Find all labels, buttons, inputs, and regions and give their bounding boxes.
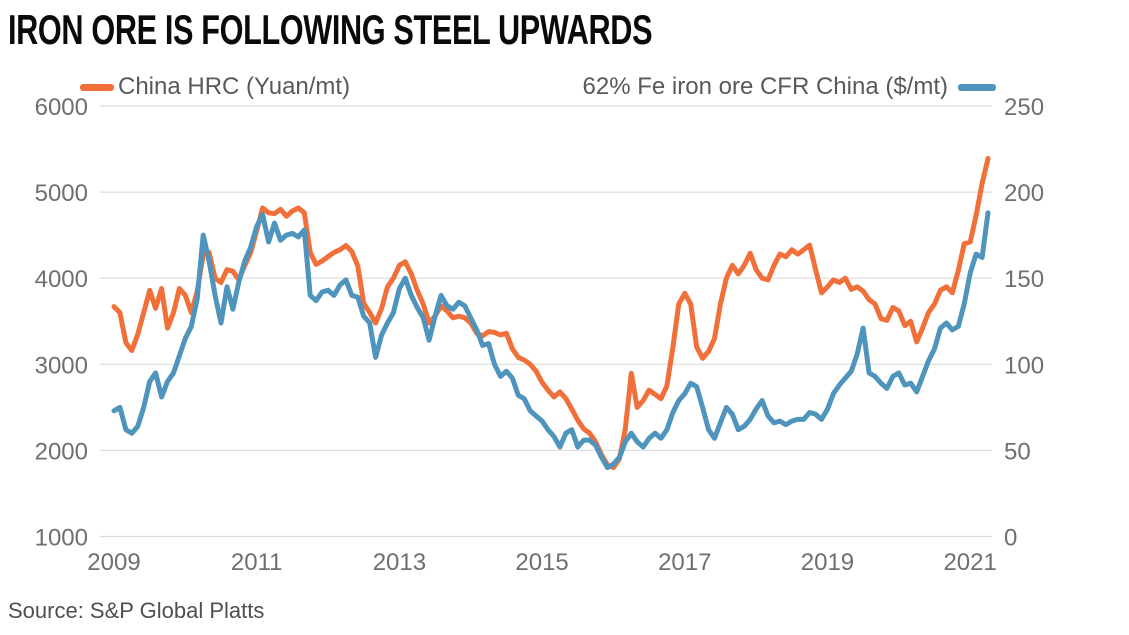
page-title: IRON ORE IS FOLLOWING STEEL UPWARDS (8, 6, 653, 53)
svg-text:1000: 1000 (35, 525, 88, 552)
right-axis-tick-labels: 250 200 150 100 50 0 (1004, 94, 1044, 552)
x-axis-tick-labels: 2009 2011 2013 2015 2017 2019 2021 (87, 549, 997, 576)
svg-text:200: 200 (1004, 180, 1044, 207)
svg-text:2011: 2011 (231, 549, 283, 576)
svg-text:100: 100 (1004, 352, 1044, 379)
svg-text:50: 50 (1004, 438, 1031, 465)
svg-text:6000: 6000 (35, 94, 88, 121)
svg-text:2017: 2017 (658, 549, 711, 576)
svg-text:2000: 2000 (35, 438, 88, 465)
svg-text:150: 150 (1004, 266, 1044, 293)
iron-ore-legend-label: 62% Fe iron ore CFR China ($/mt) (582, 73, 948, 100)
hrc-line-series (111, 156, 991, 471)
iron-ore-legend-swatch (958, 84, 996, 91)
left-axis-tick-labels: 6000 5000 4000 3000 2000 1000 (35, 94, 88, 552)
svg-text:5000: 5000 (35, 180, 88, 207)
svg-text:2009: 2009 (87, 549, 140, 576)
svg-text:0: 0 (1004, 525, 1017, 552)
svg-text:3000: 3000 (35, 352, 88, 379)
svg-text:250: 250 (1004, 94, 1044, 121)
hrc-legend-label: China HRC (Yuan/mt) (118, 73, 351, 100)
gridlines (100, 105, 992, 538)
svg-text:4000: 4000 (35, 266, 88, 293)
svg-text:2013: 2013 (373, 549, 426, 576)
svg-text:2015: 2015 (515, 549, 568, 576)
hrc-legend-swatch (80, 84, 114, 91)
iron-ore-line-series (111, 210, 991, 471)
svg-text:2021: 2021 (943, 549, 996, 576)
svg-text:2019: 2019 (801, 549, 854, 576)
source-note: Source: S&P Global Platts (8, 598, 265, 623)
